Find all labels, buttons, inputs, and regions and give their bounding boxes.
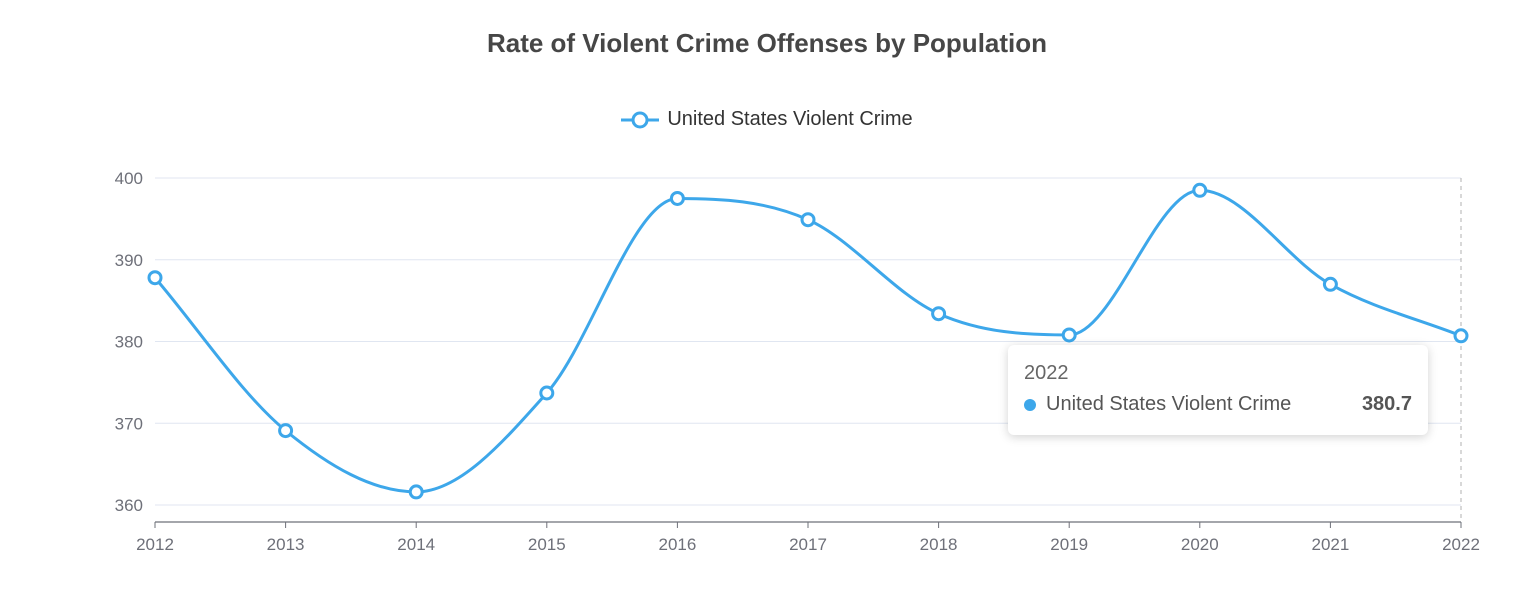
x-tick-label: 2016	[658, 535, 696, 554]
y-tick-label: 400	[115, 169, 143, 188]
grid-lines	[155, 177, 1462, 522]
tooltip: 2022 United States Violent Crime 380.7	[1008, 345, 1428, 435]
tooltip-series-name: United States Violent Crime	[1046, 393, 1292, 415]
y-tick-label: 380	[115, 333, 143, 352]
y-tick-label: 390	[115, 251, 143, 270]
data-point-2014[interactable]	[408, 484, 424, 500]
data-point-2019[interactable]	[1061, 327, 1077, 343]
y-axis: 360 370 380 390 400	[115, 169, 143, 515]
x-tick-label: 2018	[920, 535, 958, 554]
x-tick-label: 2014	[397, 535, 435, 554]
x-tick-label: 2021	[1311, 535, 1349, 554]
x-tick-label: 2022	[1442, 535, 1480, 554]
x-tick-label: 2013	[267, 535, 305, 554]
x-tick-label: 2019	[1050, 535, 1088, 554]
data-point-2015[interactable]	[539, 385, 555, 401]
data-points	[147, 182, 1469, 500]
x-tick-label: 2015	[528, 535, 566, 554]
x-tick-label: 2017	[789, 535, 827, 554]
chart-title: Rate of Violent Crime Offenses by Popula…	[486, 28, 1048, 58]
tooltip-series-dot	[1024, 398, 1036, 411]
tooltip-title: 2022	[1024, 362, 1069, 384]
data-point-2020[interactable]	[1192, 182, 1208, 198]
series-lines	[153, 188, 1462, 494]
x-tick-label: 2012	[136, 535, 174, 554]
legend-label: United States Violent Crime	[667, 108, 913, 130]
series-line	[153, 188, 1462, 494]
data-point-2016[interactable]	[669, 190, 685, 206]
x-axis: 2012 2013 2014 2015 2016 2017 2018 2019 2020 2021…	[136, 521, 1480, 554]
data-point-2021[interactable]	[1322, 276, 1338, 292]
legend[interactable]: United States Violent Crime	[0, 108, 1534, 131]
data-point-2012[interactable]	[147, 270, 163, 286]
data-point-2018[interactable]	[931, 306, 947, 322]
y-tick-label: 370	[115, 414, 143, 433]
data-point-2017[interactable]	[800, 212, 816, 228]
data-point-2022[interactable]	[1453, 328, 1469, 344]
y-tick-label: 360	[115, 496, 143, 515]
legend-marker-icon	[621, 111, 660, 128]
x-tick-label: 2020	[1181, 535, 1219, 554]
tooltip-value: 380.7	[1361, 393, 1412, 415]
data-point-2013[interactable]	[278, 423, 294, 439]
